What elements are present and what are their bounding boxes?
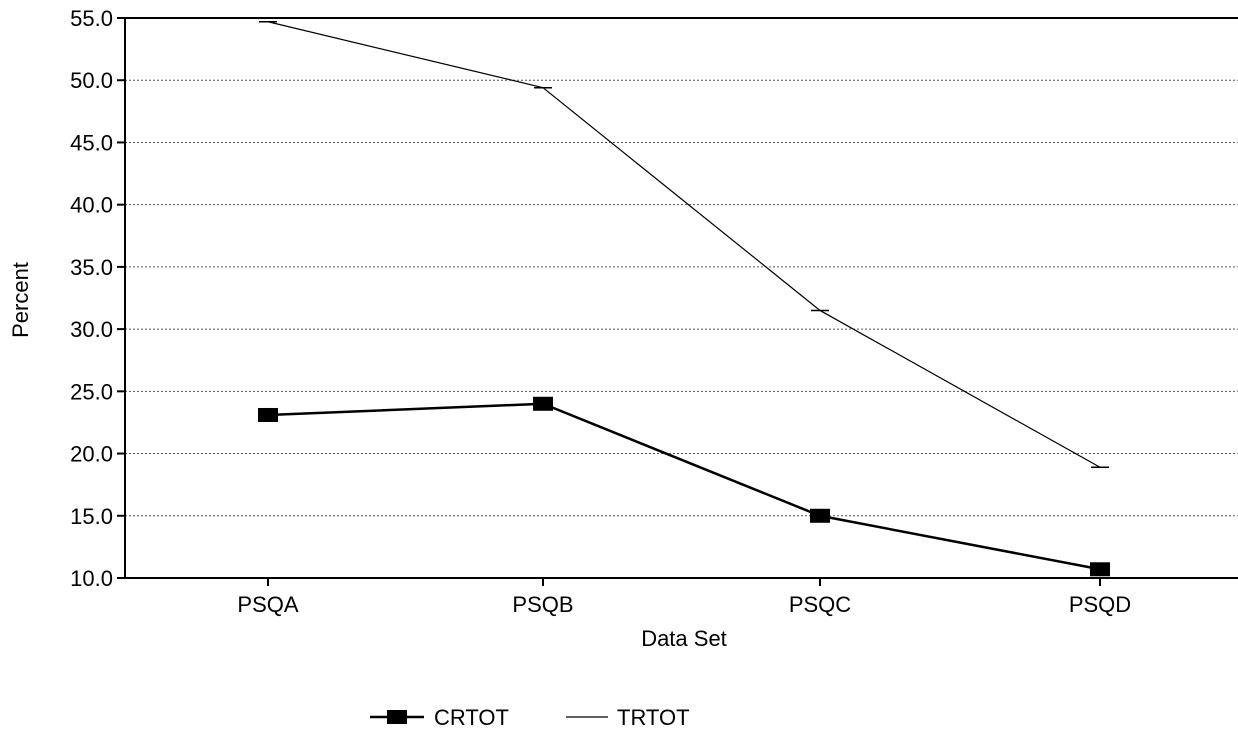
x-tick-label: PSQA: [237, 592, 298, 617]
y-tick-label: 55.0: [70, 6, 113, 31]
legend-trtot-label: TRTOT: [617, 705, 690, 730]
data-point-crtot: [810, 508, 830, 523]
data-point-crtot: [258, 407, 278, 422]
legend: CRTOT TRTOT: [370, 705, 690, 730]
y-tick-label: 25.0: [70, 379, 113, 404]
x-tick-label: PSQD: [1069, 592, 1131, 617]
x-axis-label: Data Set: [641, 626, 727, 651]
y-tick-labels: 10.0 15.0 20.0 25.0 30.0 35.0 40.0 45.0 50.0 55.0: [70, 6, 113, 591]
data-point-crtot: [533, 396, 553, 411]
y-tick-label: 45.0: [70, 130, 113, 155]
y-tick-label: 10.0: [70, 566, 113, 591]
legend-crtot-marker: [387, 710, 407, 724]
y-tick-label: 20.0: [70, 442, 113, 467]
grid-lines: [117, 17, 1238, 579]
y-tick-label: 35.0: [70, 255, 113, 280]
y-tick-label: 15.0: [70, 504, 113, 529]
x-tick-label: PSQC: [789, 592, 851, 617]
series-line-trtot: [267, 21, 1101, 468]
series-line-crtot: [267, 402, 1101, 571]
data-point-crtot: [1090, 562, 1110, 577]
x-tick-labels: PSQA PSQB PSQC PSQD: [237, 578, 1131, 617]
y-tick-label: 30.0: [70, 317, 113, 342]
series-layer: [258, 20, 1110, 577]
legend-crtot-label: CRTOT: [434, 705, 509, 730]
y-tick-label: 40.0: [70, 193, 113, 218]
x-tick-label: PSQB: [512, 592, 573, 617]
y-tick-label: 50.0: [70, 68, 113, 93]
y-axis-label: Percent: [8, 262, 33, 338]
